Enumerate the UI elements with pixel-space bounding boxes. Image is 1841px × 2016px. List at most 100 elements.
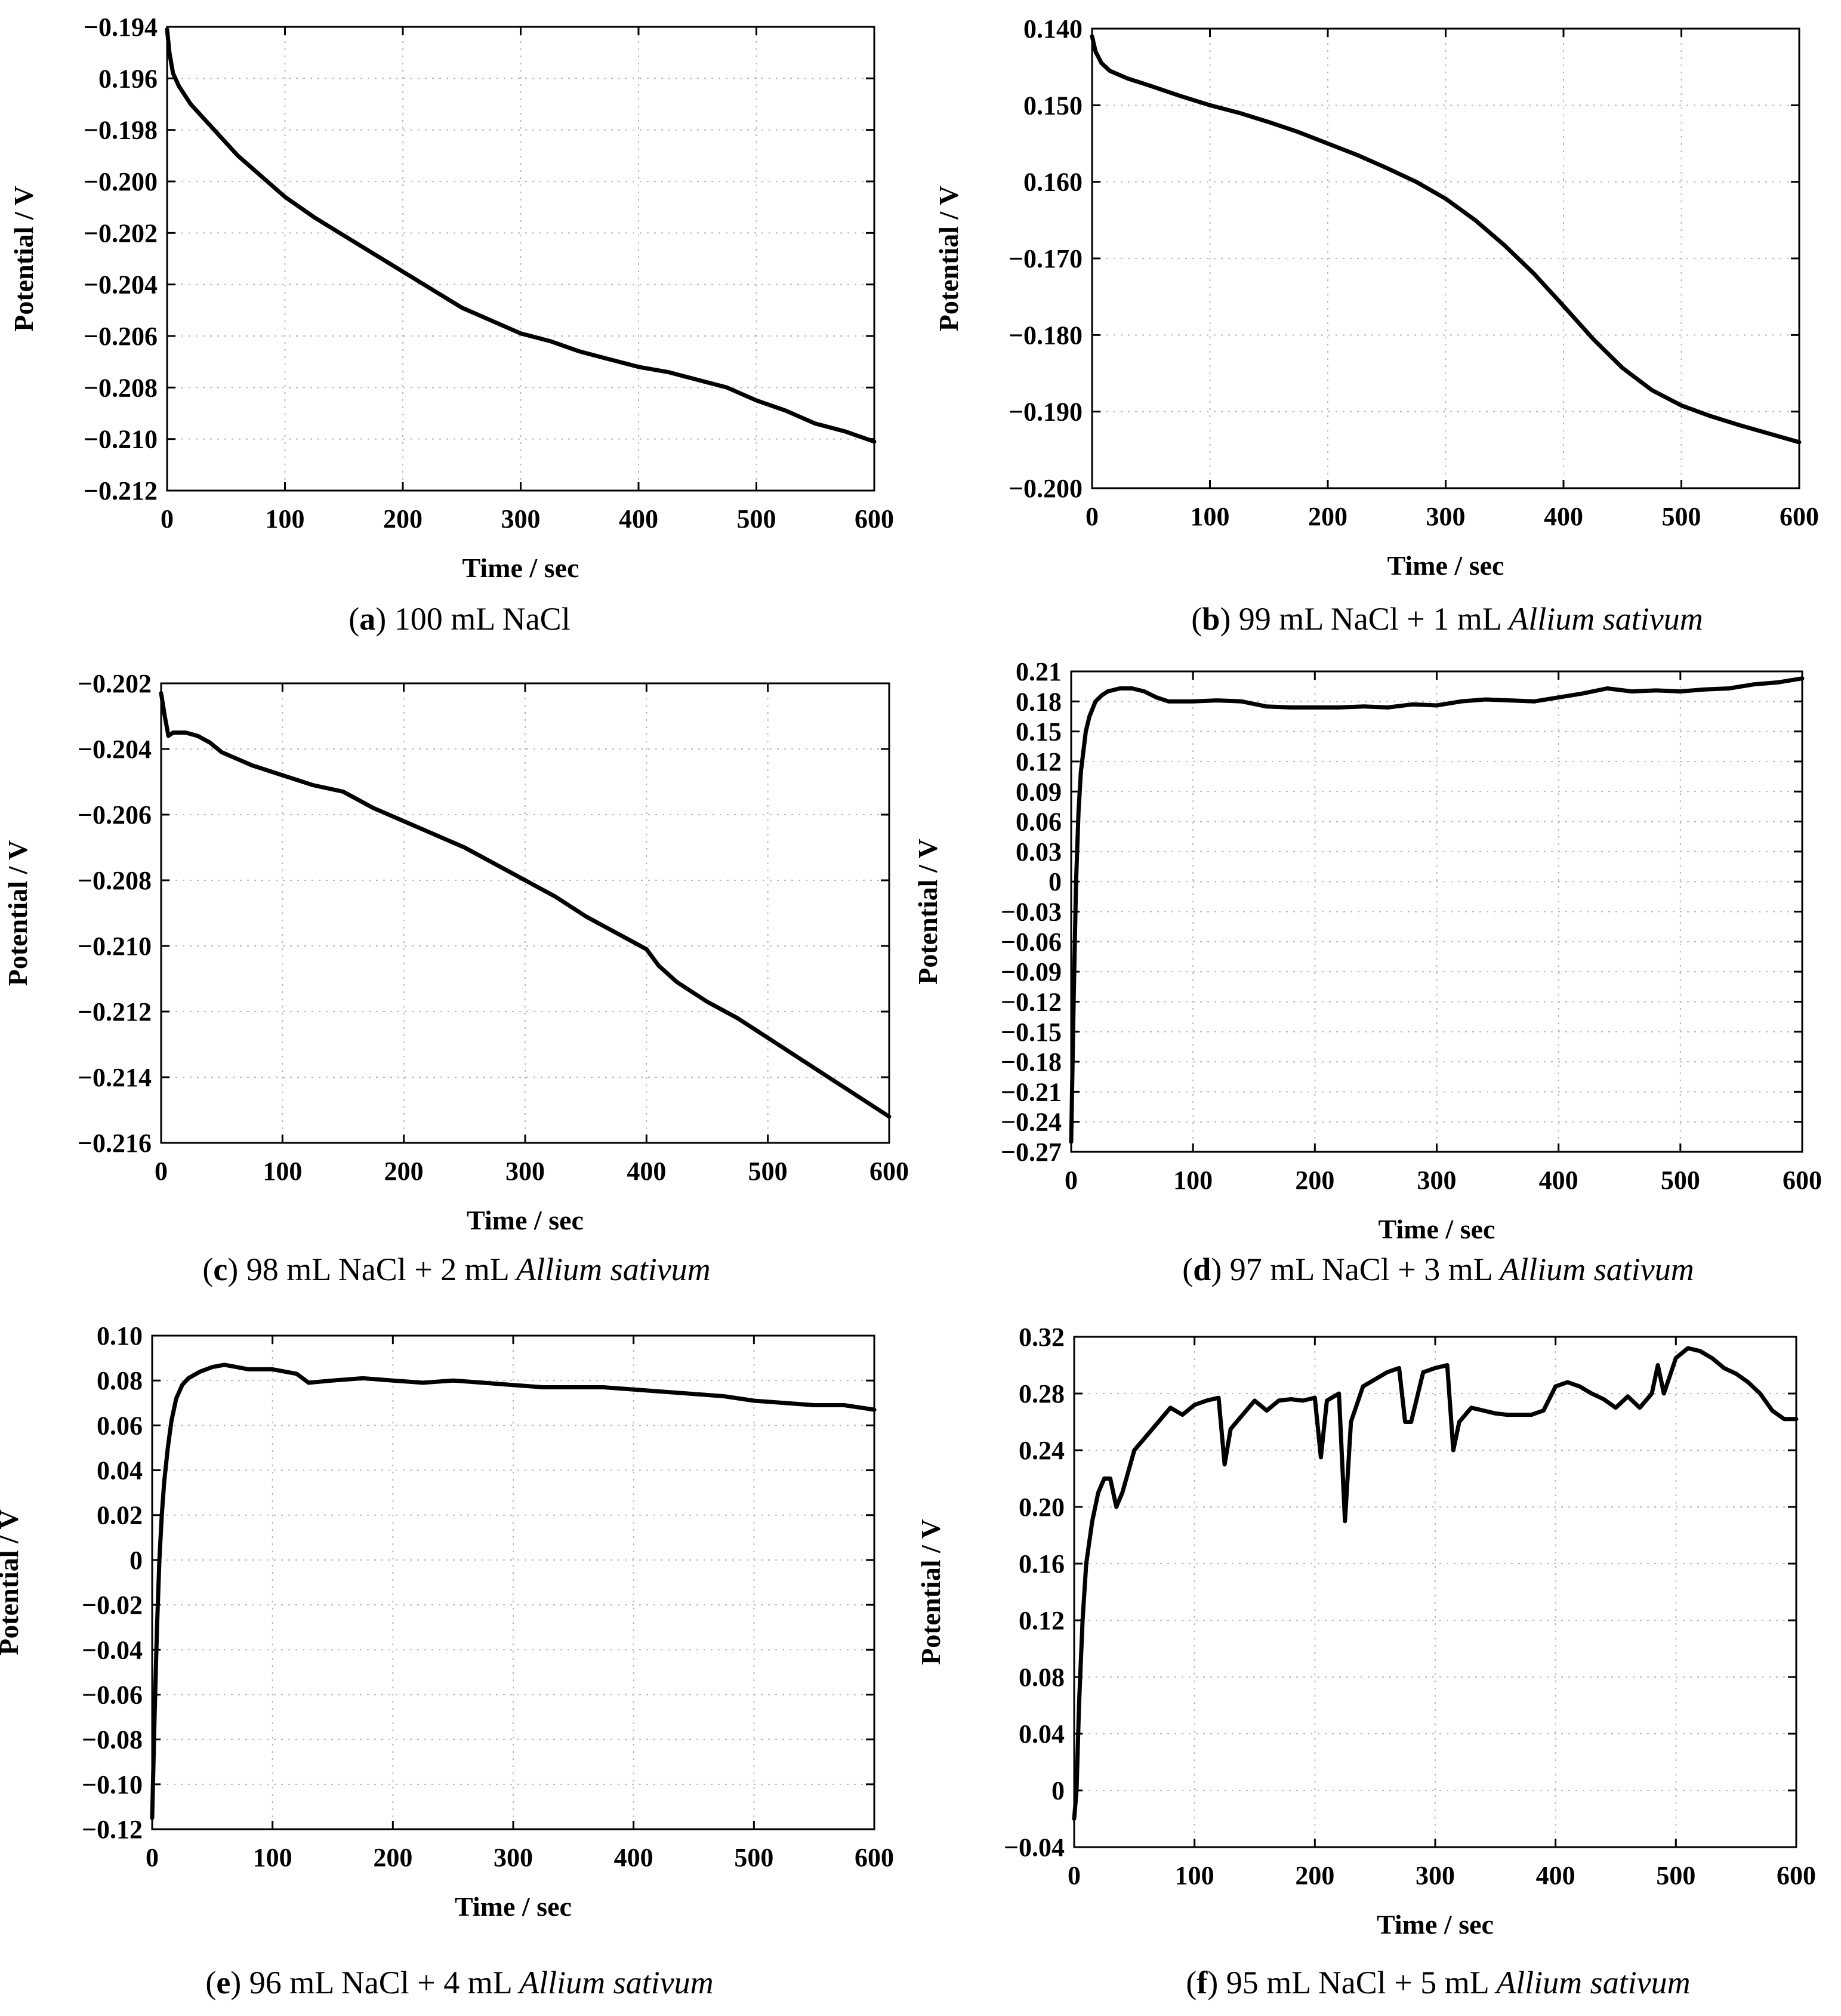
- caption-text: 96 mL NaCl + 4 mL: [241, 1965, 519, 2000]
- caption-letter: e: [216, 1965, 230, 2000]
- caption-text: 97 mL NaCl + 3 mL: [1222, 1251, 1500, 1287]
- y-tick-label: −0.08: [82, 1725, 143, 1755]
- x-tick-label: 200: [383, 504, 423, 534]
- caption-species: Allium sativum: [514, 1251, 710, 1287]
- y-tick-label: −0.204: [84, 270, 158, 300]
- plot-frame: [151, 1334, 875, 1830]
- caption-letter: c: [213, 1251, 227, 1287]
- x-tick-label: 100: [1173, 1166, 1213, 1195]
- y-tick-label: 0.03: [1016, 837, 1062, 867]
- series-line: [165, 27, 877, 444]
- y-tick-label: −0.180: [1009, 320, 1083, 350]
- panel-caption: (b) 99 mL NaCl + 1 mL Allium sativum: [1191, 601, 1703, 637]
- x-tick-label: 0: [1065, 1166, 1078, 1195]
- y-tick-label: −0.10: [82, 1770, 143, 1799]
- y-tick-label: 0.12: [1019, 1606, 1065, 1635]
- y-tick-label: −0.03: [1001, 898, 1062, 927]
- x-tick-label: 300: [1416, 1861, 1455, 1890]
- caption-paren-close: ): [1220, 601, 1231, 637]
- y-tick-label: 0.140: [1023, 14, 1083, 44]
- caption-paren-close: ): [1207, 1965, 1218, 2000]
- y-tick-label: −0.212: [84, 476, 158, 505]
- y-tick-label: −0.09: [1001, 957, 1062, 987]
- x-tick-label: 100: [253, 1843, 292, 1872]
- y-tick-label: −0.210: [84, 425, 158, 454]
- x-tick-label: 100: [1191, 502, 1230, 531]
- y-tick-label: −0.198: [84, 116, 158, 145]
- y-axis-label: Potential / V: [0, 1509, 24, 1655]
- y-tick-label: −0.15: [1001, 1018, 1062, 1047]
- y-axis-label: Potential / V: [915, 1519, 946, 1664]
- x-axis-label: Time / sec: [467, 1205, 584, 1235]
- y-tick-label: 0: [1049, 867, 1062, 896]
- y-tick-label: 0.09: [1016, 777, 1062, 806]
- y-tick-label: 0.21: [1016, 657, 1062, 686]
- y-tick-label: −0.206: [78, 800, 152, 830]
- x-tick-label: 500: [1661, 1166, 1700, 1195]
- panel-caption: (a) 100 mL NaCl: [349, 601, 570, 637]
- y-tick-label: 0.16: [1019, 1549, 1065, 1579]
- y-tick-label: −0.216: [78, 1129, 152, 1158]
- x-tick-label: 500: [1656, 1861, 1695, 1890]
- y-tick-label: −0.170: [1009, 244, 1083, 273]
- y-tick-label: −0.04: [82, 1635, 143, 1664]
- x-tick-label: 600: [1777, 1861, 1816, 1890]
- y-tick-label: −0.212: [78, 997, 152, 1027]
- x-tick-label: 400: [627, 1157, 666, 1186]
- y-tick-label: 0.02: [97, 1501, 143, 1530]
- caption-species: Allium sativum: [1494, 1965, 1690, 2000]
- x-tick-label: 100: [266, 504, 305, 534]
- panel-f: 0 100 200 300 400 500 600 0.32 0.28 0.24 0.20 0.16 0…: [915, 1323, 1816, 2000]
- caption-paren-open: (: [205, 1965, 216, 2000]
- caption-text: 98 mL NaCl + 2 mL: [238, 1251, 516, 1287]
- y-tick-label: −0.202: [78, 669, 152, 698]
- x-tick-label: 0: [1086, 502, 1099, 531]
- y-tick-label: −0.208: [78, 866, 152, 895]
- caption-paren-close: ): [230, 1965, 241, 2000]
- x-tick-label: 200: [1295, 1861, 1334, 1890]
- x-tick-label: 300: [494, 1843, 533, 1872]
- panel-e: 0 100 200 300 400 500 600 0.10 0.08 0.06 0.04 0.02 0…: [0, 1321, 894, 2000]
- caption-paren-open: (: [202, 1251, 213, 1287]
- x-tick-label: 500: [1662, 502, 1701, 531]
- panel-caption: (c) 98 mL NaCl + 2 mL Allium sativum: [202, 1251, 710, 1287]
- panel-d: 0 100 200 300 400 500 6000.210.180.150.120.090…: [912, 657, 1822, 1287]
- y-tick-label: −0.27: [1001, 1138, 1062, 1167]
- y-tick-label: −0.210: [78, 932, 152, 961]
- caption-text: 100 mL NaCl: [386, 601, 570, 637]
- y-tick-label: 0.12: [1016, 747, 1062, 776]
- x-tick-label: 100: [263, 1157, 302, 1186]
- y-tick-label: −0.02: [82, 1590, 143, 1620]
- series-line: [1072, 1346, 1799, 1821]
- y-tick-label: −0.194: [84, 13, 158, 42]
- y-tick-label: −0.214: [78, 1063, 152, 1092]
- caption-paren-close: ): [375, 601, 386, 637]
- x-tick-label: 600: [1780, 502, 1819, 531]
- panel-a: 0 100 200 300 400 500 600 −0.194 0.196 −0.198 −0.2…: [8, 13, 894, 637]
- y-tick-label: 0.32: [1019, 1323, 1065, 1352]
- x-tick-label: 0: [1068, 1861, 1081, 1890]
- caption-species: Allium sativum: [1507, 601, 1703, 637]
- y-tick-label: 0.150: [1023, 91, 1083, 120]
- y-tick-label: 0.04: [97, 1456, 143, 1485]
- y-tick-label: 0.24: [1019, 1436, 1065, 1465]
- panel-caption: (f) 95 mL NaCl + 5 mL Allium sativum: [1186, 1965, 1690, 2000]
- x-tick-label: 200: [384, 1157, 424, 1186]
- y-tick-label: −0.200: [84, 167, 158, 196]
- y-tick-label: −0.21: [1001, 1077, 1062, 1106]
- y-tick-label: 0.15: [1016, 717, 1062, 747]
- x-tick-label: 0: [161, 504, 174, 534]
- x-axis-label: Time / sec: [1379, 1214, 1495, 1244]
- y-tick-label: −0.12: [1001, 987, 1062, 1016]
- y-tick-label: 0.196: [98, 64, 158, 93]
- y-tick-label: −0.06: [82, 1680, 143, 1709]
- x-tick-label: 300: [501, 504, 541, 534]
- y-tick-label: −0.18: [1001, 1047, 1062, 1077]
- x-tick-label: 600: [855, 504, 894, 534]
- caption-letter: b: [1202, 601, 1220, 637]
- x-tick-label: 400: [1544, 502, 1583, 531]
- y-tick-label: −0.204: [78, 735, 152, 764]
- y-axis-label: Potential / V: [8, 186, 39, 331]
- y-axis-label: Potential / V: [2, 840, 33, 986]
- y-tick-label: 0: [129, 1546, 143, 1575]
